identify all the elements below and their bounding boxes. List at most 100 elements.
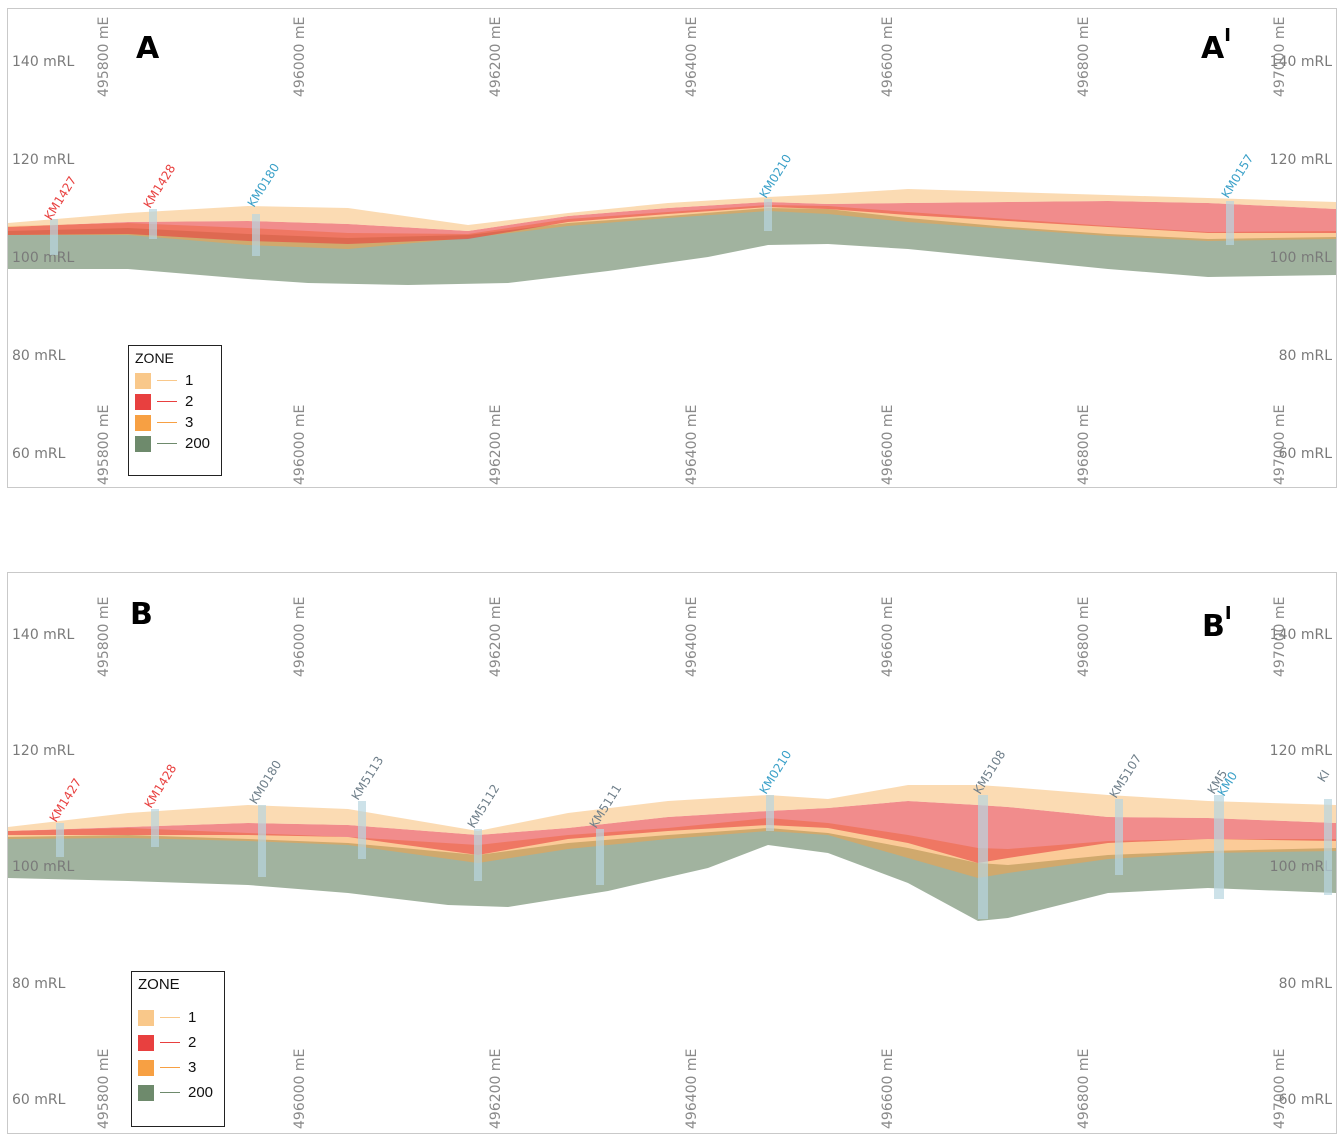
legend-swatch <box>138 1009 154 1026</box>
legend-line <box>157 401 177 402</box>
y-label-right: 120 mRL <box>1270 152 1333 168</box>
y-label-left: 100 mRL <box>12 250 75 266</box>
drillhole-label: KM1427 <box>47 776 85 825</box>
legend-label: 3 <box>188 1059 197 1076</box>
x-label-bottom: 496200 mE <box>488 405 504 485</box>
legend-item-zone200: 200 <box>135 433 215 454</box>
y-label-left: 60 mRL <box>12 1092 66 1108</box>
legend-label: 2 <box>188 1034 197 1051</box>
y-label-left: 80 mRL <box>12 348 66 364</box>
x-label-top: 496600 mE <box>880 17 896 97</box>
section-b-plot: 140 mRL 120 mRL 100 mRL 80 mRL 60 mRL 14… <box>8 597 1336 1129</box>
y-label-right: 60 mRL <box>1279 446 1333 462</box>
section-start-label-b: B <box>130 597 153 632</box>
section-a-x-axis-bottom: 495800 mE 496000 mE 496200 mE 496400 mE … <box>96 405 1288 485</box>
drillhole-trace <box>50 219 58 255</box>
drillhole-trace <box>1214 795 1224 899</box>
legend-line <box>160 1067 180 1068</box>
section-b-y-axis: 140 mRL 120 mRL 100 mRL 80 mRL 60 mRL 14… <box>12 627 1332 1108</box>
y-label-left: 80 mRL <box>12 976 66 992</box>
drillhole-trace <box>474 829 482 881</box>
legend-item-zone1: 1 <box>138 1005 218 1030</box>
x-label-top: 497000 mE <box>1272 597 1288 677</box>
x-label-top: 496000 mE <box>292 597 308 677</box>
section-b-x-axis-bottom: 495800 mE 496000 mE 496200 mE 496400 mE … <box>96 1049 1288 1129</box>
legend-label: 200 <box>185 435 211 452</box>
section-panel-b: 140 mRL 120 mRL 100 mRL 80 mRL 60 mRL 14… <box>7 572 1337 1134</box>
legend-swatch <box>135 393 151 410</box>
legend-line <box>157 422 177 423</box>
legend-label: 1 <box>188 1009 197 1026</box>
section-end-label-a: AI <box>1201 25 1231 66</box>
zone-legend-a: ZONE 1 2 3 200 <box>128 345 222 476</box>
y-label-right: 100 mRL <box>1270 859 1333 875</box>
x-label-bottom: 496600 mE <box>880 1049 896 1129</box>
drillhole-trace <box>1115 799 1123 875</box>
legend-line <box>157 380 177 381</box>
y-label-left: 140 mRL <box>12 54 75 70</box>
drillhole-trace <box>56 823 64 857</box>
y-label-left: 60 mRL <box>12 446 66 462</box>
zone2-layer-a <box>8 201 1336 244</box>
drillhole-trace <box>149 209 157 239</box>
zone3-layer-b <box>8 818 1336 878</box>
legend-title: ZONE <box>138 976 180 993</box>
legend-title: ZONE <box>135 350 174 366</box>
x-label-top: 496000 mE <box>292 17 308 97</box>
x-label-top: 496600 mE <box>880 597 896 677</box>
legend-item-zone2: 2 <box>138 1030 218 1055</box>
x-label-bottom: 496600 mE <box>880 405 896 485</box>
legend-label: 200 <box>188 1084 214 1101</box>
x-label-bottom: 496800 mE <box>1076 405 1092 485</box>
legend-line <box>160 1092 180 1093</box>
legend-item-zone200: 200 <box>138 1080 218 1105</box>
x-label-bottom: 496400 mE <box>684 405 700 485</box>
drillhole-label: KM0210 <box>757 748 795 797</box>
y-label-right: 140 mRL <box>1270 627 1333 643</box>
y-label-right: 120 mRL <box>1270 743 1333 759</box>
legend-swatch <box>135 414 151 431</box>
drillhole-trace <box>596 829 604 885</box>
section-a-layers <box>8 189 1336 285</box>
x-label-top: 496400 mE <box>684 597 700 677</box>
section-panel-a: 140 mRL 120 mRL 100 mRL 80 mRL 60 mRL 14… <box>7 8 1337 488</box>
x-label-top: 495800 mE <box>96 17 112 97</box>
y-label-right: 140 mRL <box>1270 54 1333 70</box>
x-label-bottom: 496000 mE <box>292 405 308 485</box>
x-label-bottom: 497000 mE <box>1272 405 1288 485</box>
section-b-layers <box>8 785 1336 921</box>
y-label-left: 120 mRL <box>12 152 75 168</box>
drillhole-trace <box>978 795 988 919</box>
drillhole-trace <box>764 199 772 231</box>
drillhole-label: KM0157 <box>1219 152 1257 201</box>
y-label-left: 120 mRL <box>12 743 75 759</box>
legend-line <box>157 443 177 444</box>
drillhole-label: KM5112 <box>465 782 503 831</box>
legend-item-zone3: 3 <box>135 412 215 433</box>
x-label-bottom: 495800 mE <box>96 405 112 485</box>
section-a-y-axis: 140 mRL 120 mRL 100 mRL 80 mRL 60 mRL 14… <box>12 54 1332 462</box>
drillhole-trace <box>258 805 266 877</box>
drillhole-label: KM1428 <box>141 162 179 211</box>
section-a-plot: 140 mRL 120 mRL 100 mRL 80 mRL 60 mRL 14… <box>8 17 1336 485</box>
y-label-left: 140 mRL <box>12 627 75 643</box>
legend-item-zone1: 1 <box>135 370 215 391</box>
drillhole-trace <box>151 809 159 847</box>
x-label-top: 496200 mE <box>488 597 504 677</box>
drillhole-label: KM0180 <box>245 161 283 210</box>
zone-legend-b: ZONE 1 2 3 200 <box>131 971 225 1127</box>
section-start-label-a: A <box>136 31 160 66</box>
legend-line <box>160 1017 180 1018</box>
section-b-x-axis-top: 495800 mE 496000 mE 496200 mE 496400 mE … <box>96 597 1288 677</box>
section-end-label-b: BI <box>1202 603 1232 644</box>
legend-label: 3 <box>185 414 194 431</box>
legend-swatch <box>138 1084 154 1101</box>
legend-swatch <box>138 1059 154 1076</box>
zone200-layer-b <box>8 828 1336 921</box>
x-label-top: 495800 mE <box>96 597 112 677</box>
zone1-layer-b <box>8 785 1336 835</box>
legend-label: 1 <box>185 372 194 389</box>
x-label-top: 496800 mE <box>1076 17 1092 97</box>
legend-swatch <box>135 372 151 389</box>
y-label-right: 100 mRL <box>1270 250 1333 266</box>
